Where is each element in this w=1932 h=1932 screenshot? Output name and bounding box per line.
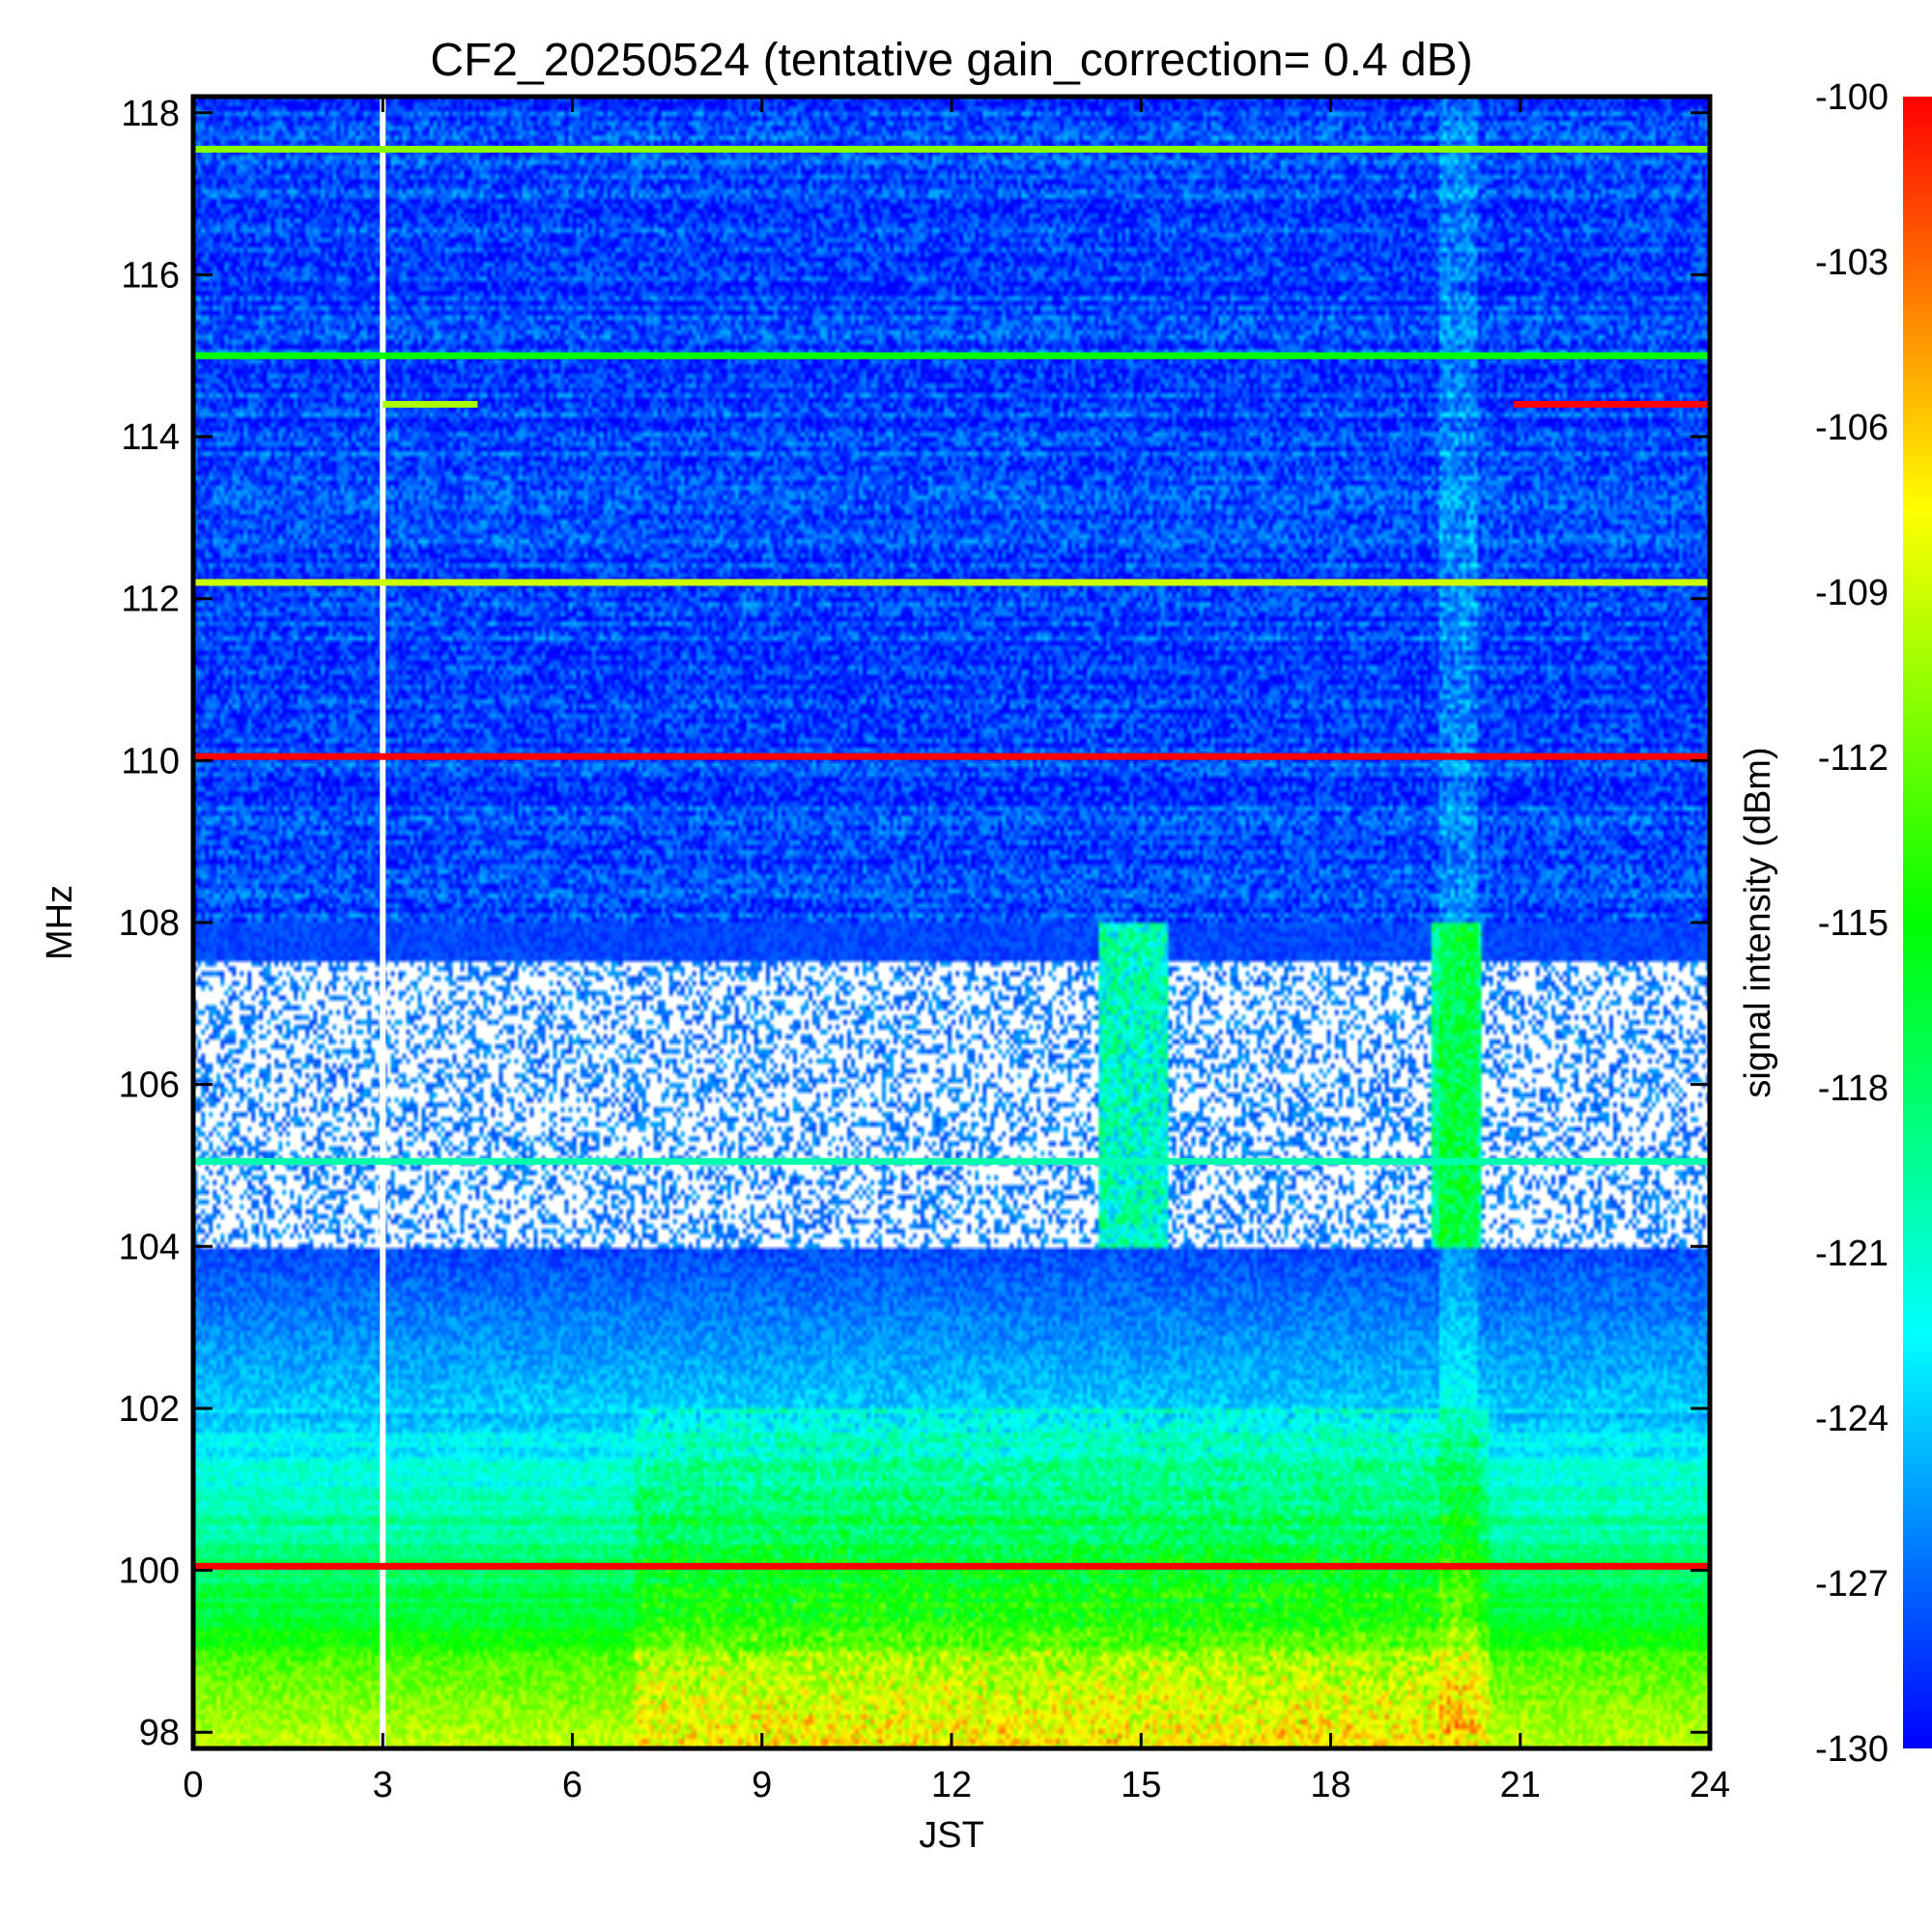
y-tick-label: 102	[119, 1389, 180, 1430]
y-axis-label: MHz	[40, 885, 80, 960]
spectrogram-image	[193, 97, 1710, 1748]
y-tick-label: 116	[121, 255, 180, 296]
x-axis-ticks: 0 3 6 9 12 15 18 21 24	[183, 97, 1730, 1805]
heatmap-area	[193, 97, 1710, 1748]
chart-title: CF2_20250524 (tentative gain_correction=…	[430, 35, 1472, 86]
emission-line	[1514, 401, 1710, 409]
y-tick-label: 110	[121, 741, 180, 781]
colorbar-tick-label: -106	[1815, 408, 1889, 448]
x-tick-label: 6	[562, 1765, 582, 1805]
y-tick-label: 100	[119, 1551, 180, 1592]
emission-line	[383, 401, 478, 409]
emission-line	[193, 579, 1710, 586]
x-tick-label: 24	[1690, 1765, 1730, 1805]
colorbar-tick-label: -115	[1818, 903, 1889, 944]
data-gap-line	[380, 97, 386, 1748]
emission-line	[193, 352, 1710, 359]
colorbar	[1903, 97, 1932, 1748]
emission-line	[193, 1157, 1710, 1165]
y-tick-label: 118	[121, 94, 180, 134]
colorbar-tick-label: -100	[1815, 77, 1889, 118]
emission-line	[193, 145, 1710, 153]
x-tick-label: 0	[183, 1765, 203, 1805]
colorbar-tick-label: -121	[1815, 1234, 1889, 1274]
x-tick-label: 9	[752, 1765, 772, 1805]
colorbar-tick-label: -103	[1815, 242, 1889, 283]
y-tick-label: 104	[119, 1227, 180, 1267]
x-tick-label: 12	[931, 1765, 972, 1805]
colorbar-tick-label: -127	[1815, 1564, 1889, 1605]
colorbar-tick-label: -124	[1815, 1399, 1889, 1439]
colorbar-tick-label: -118	[1818, 1068, 1889, 1109]
x-tick-label: 18	[1310, 1765, 1350, 1805]
colorbar-ticks: -100 -103 -106 -109 -112 -115 -118 -121 -124 -127…	[1815, 77, 1889, 1770]
y-tick-label: 114	[121, 417, 180, 458]
x-tick-label: 21	[1500, 1765, 1541, 1805]
y-tick-label: 98	[139, 1713, 180, 1753]
emission-lines	[193, 145, 1710, 1570]
y-tick-label: 112	[121, 580, 180, 620]
x-axis-label: JST	[919, 1815, 984, 1856]
y-tick-label: 106	[119, 1065, 180, 1106]
y-tick-label: 108	[119, 903, 180, 944]
colorbar-tick-label: -112	[1818, 738, 1889, 779]
y-axis-ticks: 98 100 102 104 106 108 110 112 114 116 118	[119, 94, 1710, 1753]
colorbar-tick-label: -130	[1815, 1729, 1889, 1770]
emission-line	[193, 753, 1710, 760]
x-tick-label: 15	[1121, 1765, 1161, 1805]
emission-line	[193, 1562, 1710, 1570]
x-tick-label: 3	[373, 1765, 393, 1805]
colorbar-label: signal intensity (dBm)	[1738, 747, 1778, 1097]
colorbar-tick-label: -109	[1815, 573, 1889, 613]
